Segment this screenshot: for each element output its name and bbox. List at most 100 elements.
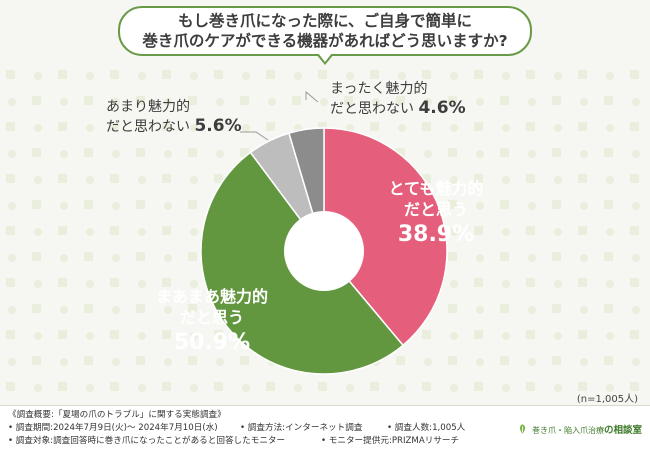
pattern-shape bbox=[422, 174, 431, 183]
pattern-shape bbox=[552, 148, 561, 157]
value-not-at-all-attractive: 4.6% bbox=[418, 98, 466, 118]
pattern-shape bbox=[110, 174, 119, 183]
pattern-shape bbox=[112, 150, 120, 158]
pattern-shape bbox=[630, 226, 639, 235]
pattern-shape bbox=[6, 226, 15, 235]
pattern-shape bbox=[580, 150, 588, 158]
pattern-shape bbox=[138, 72, 146, 80]
label-not-very-attractive: あまり魅力的 だと思わない 5.6% bbox=[106, 98, 242, 137]
slice-very-attractive bbox=[323, 127, 448, 347]
pattern-shape bbox=[240, 148, 249, 157]
pattern-shape bbox=[84, 148, 93, 157]
pattern-shape bbox=[214, 174, 223, 183]
label-very-attractive: とても魅力的 だと思う 38.9% bbox=[372, 178, 500, 250]
pattern-shape bbox=[86, 72, 94, 80]
pattern-shape bbox=[34, 280, 42, 288]
pattern-shape bbox=[292, 96, 301, 105]
pattern-shape bbox=[552, 356, 561, 365]
pattern-shape bbox=[58, 330, 67, 339]
pattern-shape bbox=[396, 356, 405, 365]
pattern-shape bbox=[32, 200, 41, 209]
pattern-shape bbox=[138, 228, 146, 236]
pattern-shape bbox=[606, 384, 614, 392]
pattern-shape bbox=[476, 358, 484, 366]
pattern-shape bbox=[448, 148, 457, 157]
pattern-shape bbox=[476, 150, 484, 158]
pattern-shape bbox=[630, 278, 639, 287]
leader-line-not-at-all bbox=[305, 90, 319, 103]
pattern-shape bbox=[58, 174, 67, 183]
pattern-shape bbox=[6, 382, 15, 391]
pattern-shape bbox=[552, 252, 561, 261]
pattern-shape bbox=[528, 150, 536, 158]
pattern-shape bbox=[370, 70, 379, 79]
pattern-shape bbox=[60, 358, 68, 366]
pattern-shape bbox=[578, 278, 587, 287]
pattern-shape bbox=[6, 278, 15, 287]
pattern-shape bbox=[8, 358, 16, 366]
pattern-shape bbox=[554, 228, 562, 236]
pattern-shape bbox=[528, 202, 536, 210]
leaf-icon bbox=[519, 424, 526, 434]
pattern-shape bbox=[450, 384, 458, 392]
pattern-shape bbox=[216, 358, 224, 366]
pattern-shape bbox=[190, 176, 198, 184]
pattern-shape bbox=[58, 70, 67, 79]
pattern-shape bbox=[320, 98, 328, 106]
pattern-shape bbox=[268, 98, 276, 106]
survey-method: • 調査方法:インターネット調査 bbox=[240, 423, 363, 433]
pattern-shape bbox=[188, 304, 197, 313]
pattern-shape bbox=[500, 356, 509, 365]
pattern-shape bbox=[552, 96, 561, 105]
pattern-shape bbox=[112, 202, 120, 210]
pattern-shape bbox=[242, 124, 250, 132]
pattern-shape bbox=[84, 252, 93, 261]
pattern-shape bbox=[398, 72, 406, 80]
pattern-shape bbox=[606, 124, 614, 132]
pattern-shape bbox=[84, 356, 93, 365]
pattern-shape bbox=[162, 278, 171, 287]
pattern-shape bbox=[554, 280, 562, 288]
pattern-shape bbox=[554, 72, 562, 80]
survey-footer: 《調査概要:「夏場の爪のトラブル」に関する実態調査》 • 調査期間:2024年7… bbox=[0, 405, 650, 451]
pattern-shape bbox=[422, 122, 431, 131]
pattern-shape bbox=[32, 252, 41, 261]
pattern-shape bbox=[136, 200, 145, 209]
pattern-shape bbox=[604, 148, 613, 157]
pattern-shape bbox=[136, 148, 145, 157]
pattern-shape bbox=[346, 72, 354, 80]
pattern-shape bbox=[164, 358, 172, 366]
pattern-shape bbox=[500, 148, 509, 157]
pattern-shape bbox=[604, 304, 613, 313]
label-very-attractive-line2: だと思う bbox=[403, 200, 468, 219]
pattern-shape bbox=[60, 98, 68, 106]
pattern-shape bbox=[266, 382, 275, 391]
pattern-shape bbox=[136, 252, 145, 261]
pattern-shape bbox=[34, 332, 42, 340]
pattern-shape bbox=[162, 330, 171, 339]
pattern-shape bbox=[630, 382, 639, 391]
pattern-shape bbox=[398, 124, 406, 132]
pattern-shape bbox=[34, 384, 42, 392]
pattern-shape bbox=[502, 332, 510, 340]
pattern-shape bbox=[500, 252, 509, 261]
pattern-shape bbox=[138, 124, 146, 132]
pattern-shape bbox=[474, 70, 483, 79]
pattern-shape bbox=[8, 98, 16, 106]
pattern-shape bbox=[632, 150, 640, 158]
survey-summary: 《調査概要:「夏場の爪のトラブル」に関する実態調査》 bbox=[8, 410, 226, 420]
pattern-shape bbox=[526, 330, 535, 339]
pattern-shape bbox=[578, 122, 587, 131]
pattern-shape bbox=[242, 72, 250, 80]
pattern-shape bbox=[136, 304, 145, 313]
pattern-shape bbox=[630, 174, 639, 183]
question-bubble: もし巻き爪になった際に、ご自身で簡単に 巻き爪のケアができる機器があればどう思い… bbox=[118, 6, 532, 56]
pattern-shape bbox=[110, 330, 119, 339]
pattern-shape bbox=[214, 122, 223, 131]
pattern-shape bbox=[552, 200, 561, 209]
pattern-shape bbox=[60, 202, 68, 210]
pattern-shape bbox=[450, 280, 458, 288]
pattern-shape bbox=[474, 122, 483, 131]
pattern-shape bbox=[500, 96, 509, 105]
pattern-shape bbox=[188, 148, 197, 157]
